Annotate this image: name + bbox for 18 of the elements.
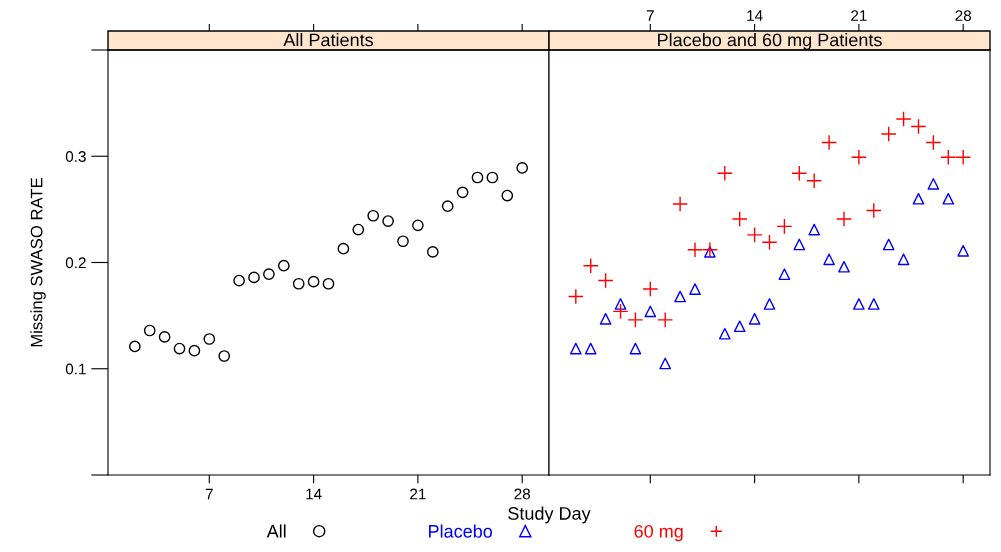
y-tick-label: 0.1 [65, 363, 86, 375]
y-tick-label: 0.3 [65, 151, 86, 162]
legend-label: 60 mg [634, 524, 683, 542]
x-tick-label: 28 [514, 488, 531, 500]
x-tick-label: 14 [747, 10, 763, 21]
x-axis-title: Study Day [508, 506, 591, 524]
chart-title: All Patients [283, 33, 374, 47]
y-tick-label: 0.2 [65, 257, 86, 269]
x-tick-label: 14 [306, 488, 322, 500]
chart-title: Placebo and 60 mg Patients [658, 33, 882, 50]
x-tick-label: 7 [205, 488, 213, 500]
x-tick-label: 21 [851, 10, 867, 21]
legend-label: All [266, 524, 286, 538]
legend-label: Placebo [429, 524, 493, 538]
x-tick-label: 21 [410, 488, 426, 500]
y-axis-title: Missing SWASO RATE [30, 178, 46, 347]
x-tick-label: 28 [955, 10, 972, 22]
x-tick-label: 7 [646, 10, 654, 21]
